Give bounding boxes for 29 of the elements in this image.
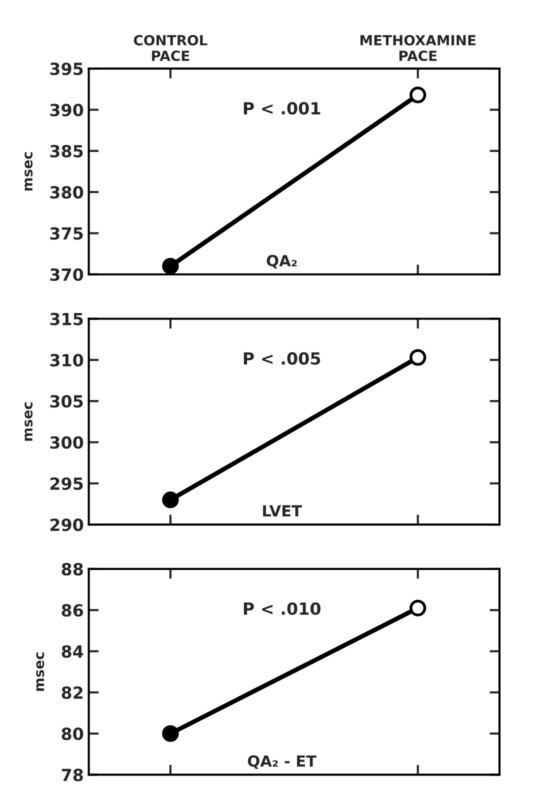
x-tick-label: METHOXAMINE PACE	[360, 34, 476, 62]
annotation: P < .001	[244, 102, 320, 115]
y-axis-title: msec	[36, 652, 44, 691]
y-tick-label: 310	[50, 354, 84, 366]
y-tick-label: 300	[50, 436, 84, 449]
x-tick-label: CONTROL PACE	[134, 34, 208, 62]
y-tick-label: 295	[50, 477, 83, 490]
annotation: QA₂ - ET	[248, 755, 316, 769]
annotation: P < .005	[244, 352, 320, 365]
y-tick-label: 84	[62, 645, 84, 658]
y-tick-label: 80	[62, 728, 84, 740]
annotation: P < .010	[244, 602, 320, 615]
y-tick-label: 390	[50, 104, 84, 116]
y-axis-title: msec	[24, 152, 33, 191]
y-axis-title: msec	[24, 402, 33, 441]
y-tick-label: 385	[50, 144, 83, 158]
y-tick-label: 370	[50, 268, 84, 281]
y-tick-label: 395	[50, 62, 83, 76]
y-tick-label: 375	[50, 227, 83, 240]
y-tick-label: 88	[62, 562, 83, 576]
annotation: QA₂	[266, 254, 297, 268]
annotation: LVET	[263, 505, 302, 516]
y-tick-label: 86	[62, 604, 84, 617]
y-tick-label: 78	[62, 768, 83, 782]
y-tick-label: 380	[50, 186, 84, 199]
y-tick-label: 290	[50, 518, 84, 532]
y-tick-label: 315	[50, 312, 83, 326]
y-tick-label: 305	[50, 395, 83, 408]
y-tick-label: 82	[62, 686, 82, 699]
